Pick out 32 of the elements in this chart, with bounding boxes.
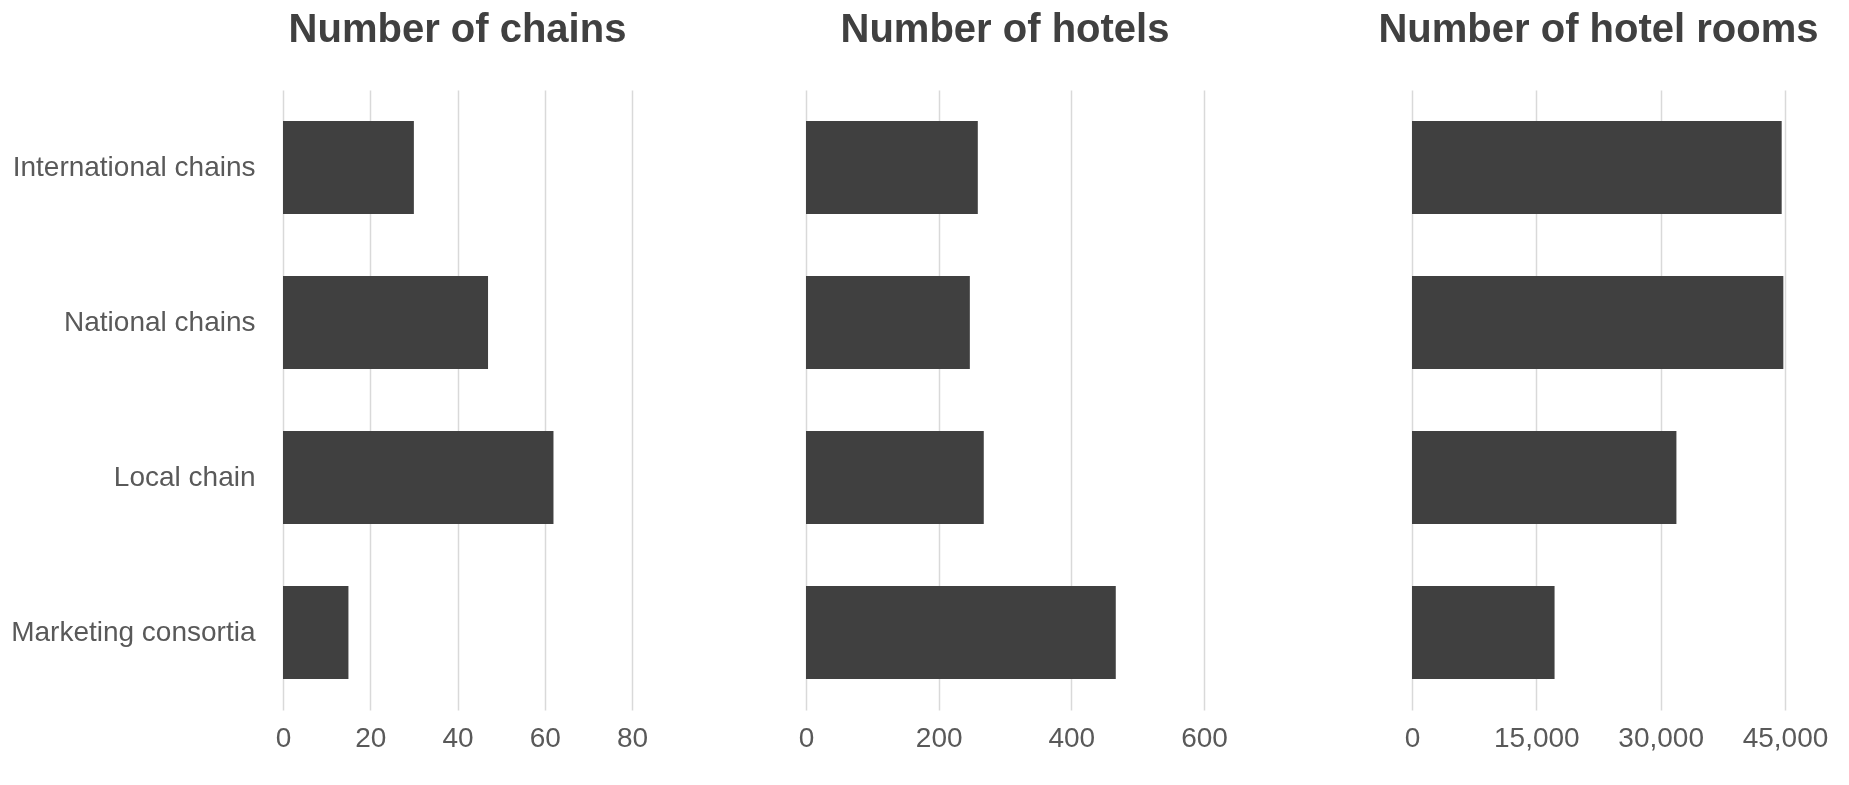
- x-tick-label: 0: [798, 721, 815, 753]
- bar: [806, 276, 970, 369]
- x-tick-label: 600: [1181, 721, 1228, 753]
- bar: [806, 586, 1116, 679]
- chart-title: Number of chains: [288, 6, 627, 50]
- y-tick-label: Marketing consortia: [11, 615, 256, 647]
- chart-title: Number of hotel rooms: [1378, 6, 1819, 50]
- bar: [1412, 431, 1677, 524]
- x-tick-label: 40: [442, 721, 474, 753]
- x-tick-label: 45,000: [1742, 721, 1829, 753]
- y-tick-label: International chains: [12, 150, 256, 182]
- bar: [1412, 276, 1784, 369]
- bar: [283, 121, 414, 214]
- x-tick-label: 200: [915, 721, 963, 753]
- bar: [1412, 586, 1555, 679]
- x-tick-label: 0: [1404, 721, 1421, 753]
- bar: [806, 121, 978, 214]
- chart-title: Number of hotels: [840, 6, 1170, 50]
- bar: [283, 431, 554, 524]
- x-tick-label: 80: [616, 721, 649, 753]
- y-tick-label: Local chain: [113, 460, 256, 492]
- x-tick-label: 0: [275, 721, 292, 753]
- bar: [283, 586, 349, 679]
- bar: [1412, 121, 1782, 214]
- x-tick-label: 15,000: [1494, 721, 1580, 753]
- x-tick-label: 30,000: [1618, 721, 1704, 753]
- x-tick-label: 400: [1048, 721, 1096, 753]
- x-tick-label: 20: [355, 721, 387, 753]
- bar: [806, 431, 984, 524]
- bar: [283, 276, 489, 369]
- x-tick-label: 60: [529, 721, 561, 753]
- y-tick-label: National chains: [64, 305, 256, 337]
